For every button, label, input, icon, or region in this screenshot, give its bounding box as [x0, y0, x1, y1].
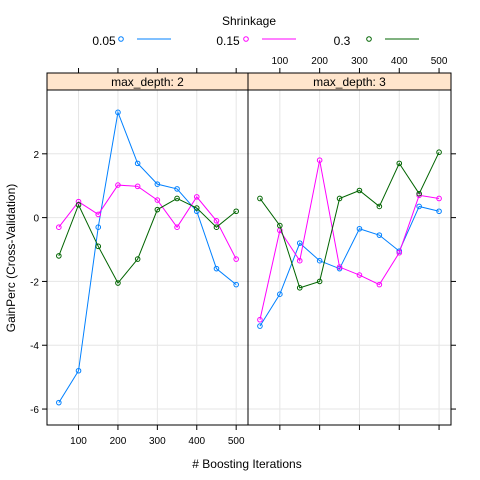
data-point [296, 285, 303, 291]
data-point [436, 149, 442, 156]
series-line [58, 184, 237, 260]
data-point [257, 195, 263, 202]
strip-label: max_depth: 3 [313, 75, 386, 89]
series-line [58, 110, 237, 403]
data-point [316, 257, 323, 264]
y-tick-label: -4 [30, 341, 39, 352]
data-point [376, 232, 383, 238]
y-tick-label: 2 [33, 150, 39, 161]
data-point [213, 218, 220, 224]
data-point [115, 280, 121, 286]
x-tick-label-top: 300 [351, 56, 368, 67]
data-point [115, 182, 121, 188]
x-tick-label: 100 [70, 436, 87, 447]
data-point [336, 264, 343, 270]
data-point [174, 195, 180, 202]
data-point [134, 160, 141, 167]
data-point [396, 160, 403, 167]
legend-entries: 0.05 0.15 0.3 [92, 34, 419, 48]
x-axis-label: # Boosting Iterations [192, 457, 301, 471]
legend-point [366, 36, 372, 42]
data-point [174, 224, 180, 230]
data-point [56, 224, 62, 230]
data-point [233, 281, 239, 288]
data-point [95, 243, 102, 250]
panel-frame [46, 89, 249, 426]
legend-point [243, 36, 249, 42]
legend-label: 0.3 [334, 34, 351, 48]
data-point [257, 316, 263, 323]
x-tick-label-top: 400 [391, 56, 408, 67]
data-point [396, 249, 403, 256]
data-point [213, 265, 220, 272]
data-point [296, 257, 303, 264]
data-point [193, 194, 200, 200]
x-tick-label: 400 [188, 436, 205, 447]
data-point [277, 222, 283, 229]
data-point [296, 240, 303, 246]
data-point [193, 205, 200, 211]
data-point [436, 195, 442, 202]
series-line [58, 197, 237, 284]
panel: max_depth: 3 [247, 72, 452, 426]
x-tick-label: 500 [228, 436, 245, 447]
data-point [376, 203, 383, 210]
legend-title: Shrinkage [222, 14, 276, 28]
legend: Shrinkage 0.05 0.15 0.3 [92, 14, 419, 48]
data-point [277, 291, 283, 297]
data-point [316, 157, 323, 163]
x-tick-label-top: 500 [431, 56, 448, 67]
data-point [95, 211, 102, 218]
data-point [115, 109, 121, 116]
y-tick-label: -2 [30, 277, 39, 288]
data-point [356, 187, 363, 194]
x-tick-label-top: 100 [271, 56, 288, 67]
axes: -6 -4 -2 0 2 100 100 200 200 300 300 400 400 500 500 [30, 56, 456, 447]
panel: max_depth: 2 [46, 72, 249, 426]
series-line [259, 160, 440, 320]
x-tick-label-top: 200 [311, 56, 328, 67]
data-point [134, 183, 141, 190]
legend-point [118, 36, 124, 42]
data-point [95, 224, 102, 230]
data-point [316, 278, 323, 285]
y-tick-label: -6 [30, 405, 39, 416]
data-point [213, 224, 220, 230]
y-axis-label: GainPerc (Cross-Validation) [4, 184, 18, 333]
data-point [193, 208, 200, 215]
series-line [259, 151, 440, 289]
data-point [257, 323, 263, 329]
series-line [259, 205, 440, 327]
strip-label: max_depth: 2 [111, 75, 184, 89]
data-point [56, 253, 62, 259]
x-tick-label: 200 [110, 436, 127, 447]
data-point [436, 208, 442, 215]
panel-frame [247, 89, 452, 426]
data-point [233, 256, 239, 262]
data-point [336, 195, 343, 202]
legend-label: 0.15 [216, 34, 240, 48]
data-point [154, 181, 161, 187]
data-point [154, 206, 161, 213]
data-point [356, 225, 363, 232]
legend-label: 0.05 [92, 34, 116, 48]
x-tick-label: 300 [149, 436, 166, 447]
data-point [75, 367, 82, 374]
data-point [376, 281, 383, 288]
data-point [233, 208, 239, 215]
data-point [174, 186, 180, 192]
panels: max_depth: 2 max_depth: 3 [46, 72, 452, 426]
data-point [416, 203, 422, 210]
data-point [416, 190, 422, 197]
y-tick-label: 0 [33, 214, 39, 225]
data-point [134, 256, 141, 262]
data-point [154, 197, 161, 203]
data-point [356, 272, 363, 278]
data-point [75, 202, 82, 208]
data-point [56, 399, 62, 406]
